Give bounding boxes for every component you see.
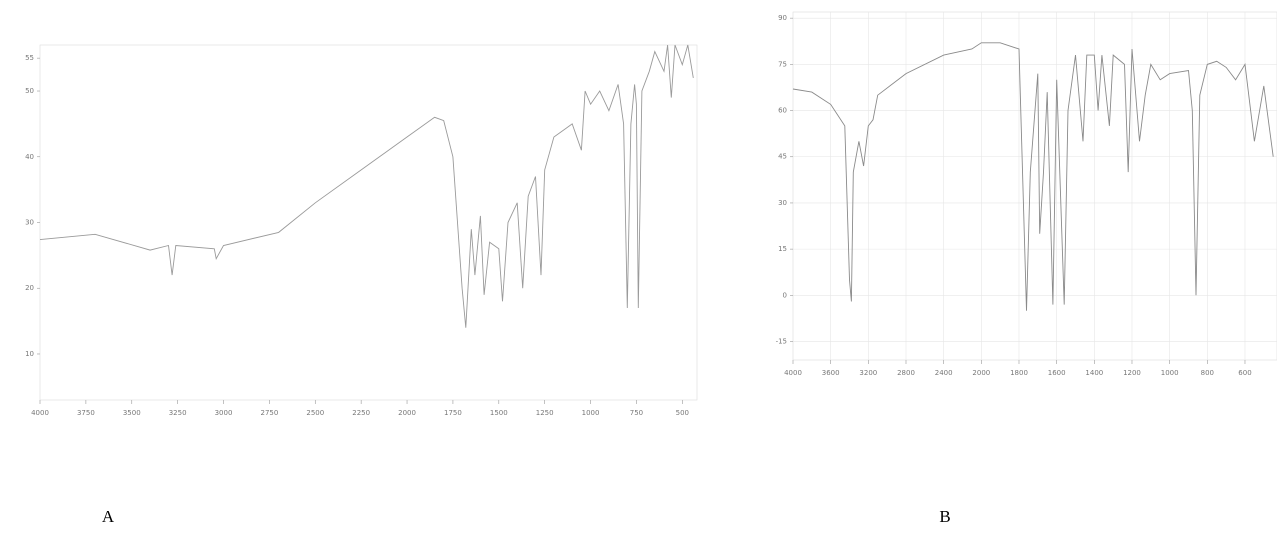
y-tick-label: 15 bbox=[778, 245, 787, 253]
x-tick-label: 1000 bbox=[1161, 369, 1179, 377]
y-tick-label: -15 bbox=[776, 338, 787, 346]
y-tick-label: 90 bbox=[778, 14, 787, 22]
x-tick-label: 1500 bbox=[490, 409, 508, 417]
x-tick-label: 750 bbox=[630, 409, 643, 417]
y-tick-label: 75 bbox=[778, 60, 787, 68]
x-tick-label: 800 bbox=[1201, 369, 1214, 377]
x-tick-label: 3500 bbox=[123, 409, 141, 417]
x-tick-label: 500 bbox=[676, 409, 689, 417]
x-tick-label: 1400 bbox=[1085, 369, 1103, 377]
x-tick-label: 1200 bbox=[1123, 369, 1141, 377]
y-tick-label: 40 bbox=[25, 153, 34, 161]
x-tick-label: 3250 bbox=[169, 409, 187, 417]
spectrum bbox=[792, 42, 1274, 311]
x-tick-label: 2800 bbox=[897, 369, 915, 377]
y-tick-label: 60 bbox=[778, 107, 787, 115]
x-tick-label: 2000 bbox=[972, 369, 990, 377]
x-tick-label: 2400 bbox=[935, 369, 953, 377]
y-tick-label: 0 bbox=[783, 291, 787, 299]
y-tick-label: 30 bbox=[25, 219, 34, 227]
x-tick-label: 1000 bbox=[582, 409, 600, 417]
y-tick-label: 30 bbox=[778, 199, 787, 207]
x-tick-label: 4000 bbox=[31, 409, 49, 417]
x-tick-label: 3600 bbox=[822, 369, 840, 377]
x-tick-label: 1750 bbox=[444, 409, 462, 417]
x-tick-label: 1800 bbox=[1010, 369, 1028, 377]
x-tick-label: 4000 bbox=[784, 369, 802, 377]
x-tick-label: 1600 bbox=[1048, 369, 1066, 377]
x-tick-label: 2500 bbox=[306, 409, 324, 417]
x-tick-label: 2250 bbox=[352, 409, 370, 417]
y-tick-label: 10 bbox=[25, 350, 34, 358]
plot-frame bbox=[39, 44, 698, 401]
x-tick-label: 3200 bbox=[859, 369, 877, 377]
y-tick-label: 50 bbox=[25, 87, 34, 95]
x-tick-label: 2750 bbox=[260, 409, 278, 417]
panel-label: B bbox=[939, 507, 950, 526]
x-tick-label: 600 bbox=[1238, 369, 1251, 377]
y-tick-label: 55 bbox=[25, 54, 34, 62]
y-tick-label: 20 bbox=[25, 284, 34, 292]
y-tick-label: 45 bbox=[778, 153, 787, 161]
x-tick-label: 1250 bbox=[536, 409, 554, 417]
x-tick-label: 3000 bbox=[215, 409, 233, 417]
panel-label: A bbox=[102, 507, 115, 526]
spectrum bbox=[39, 44, 694, 328]
x-tick-label: 2000 bbox=[398, 409, 416, 417]
x-tick-label: 3750 bbox=[77, 409, 95, 417]
